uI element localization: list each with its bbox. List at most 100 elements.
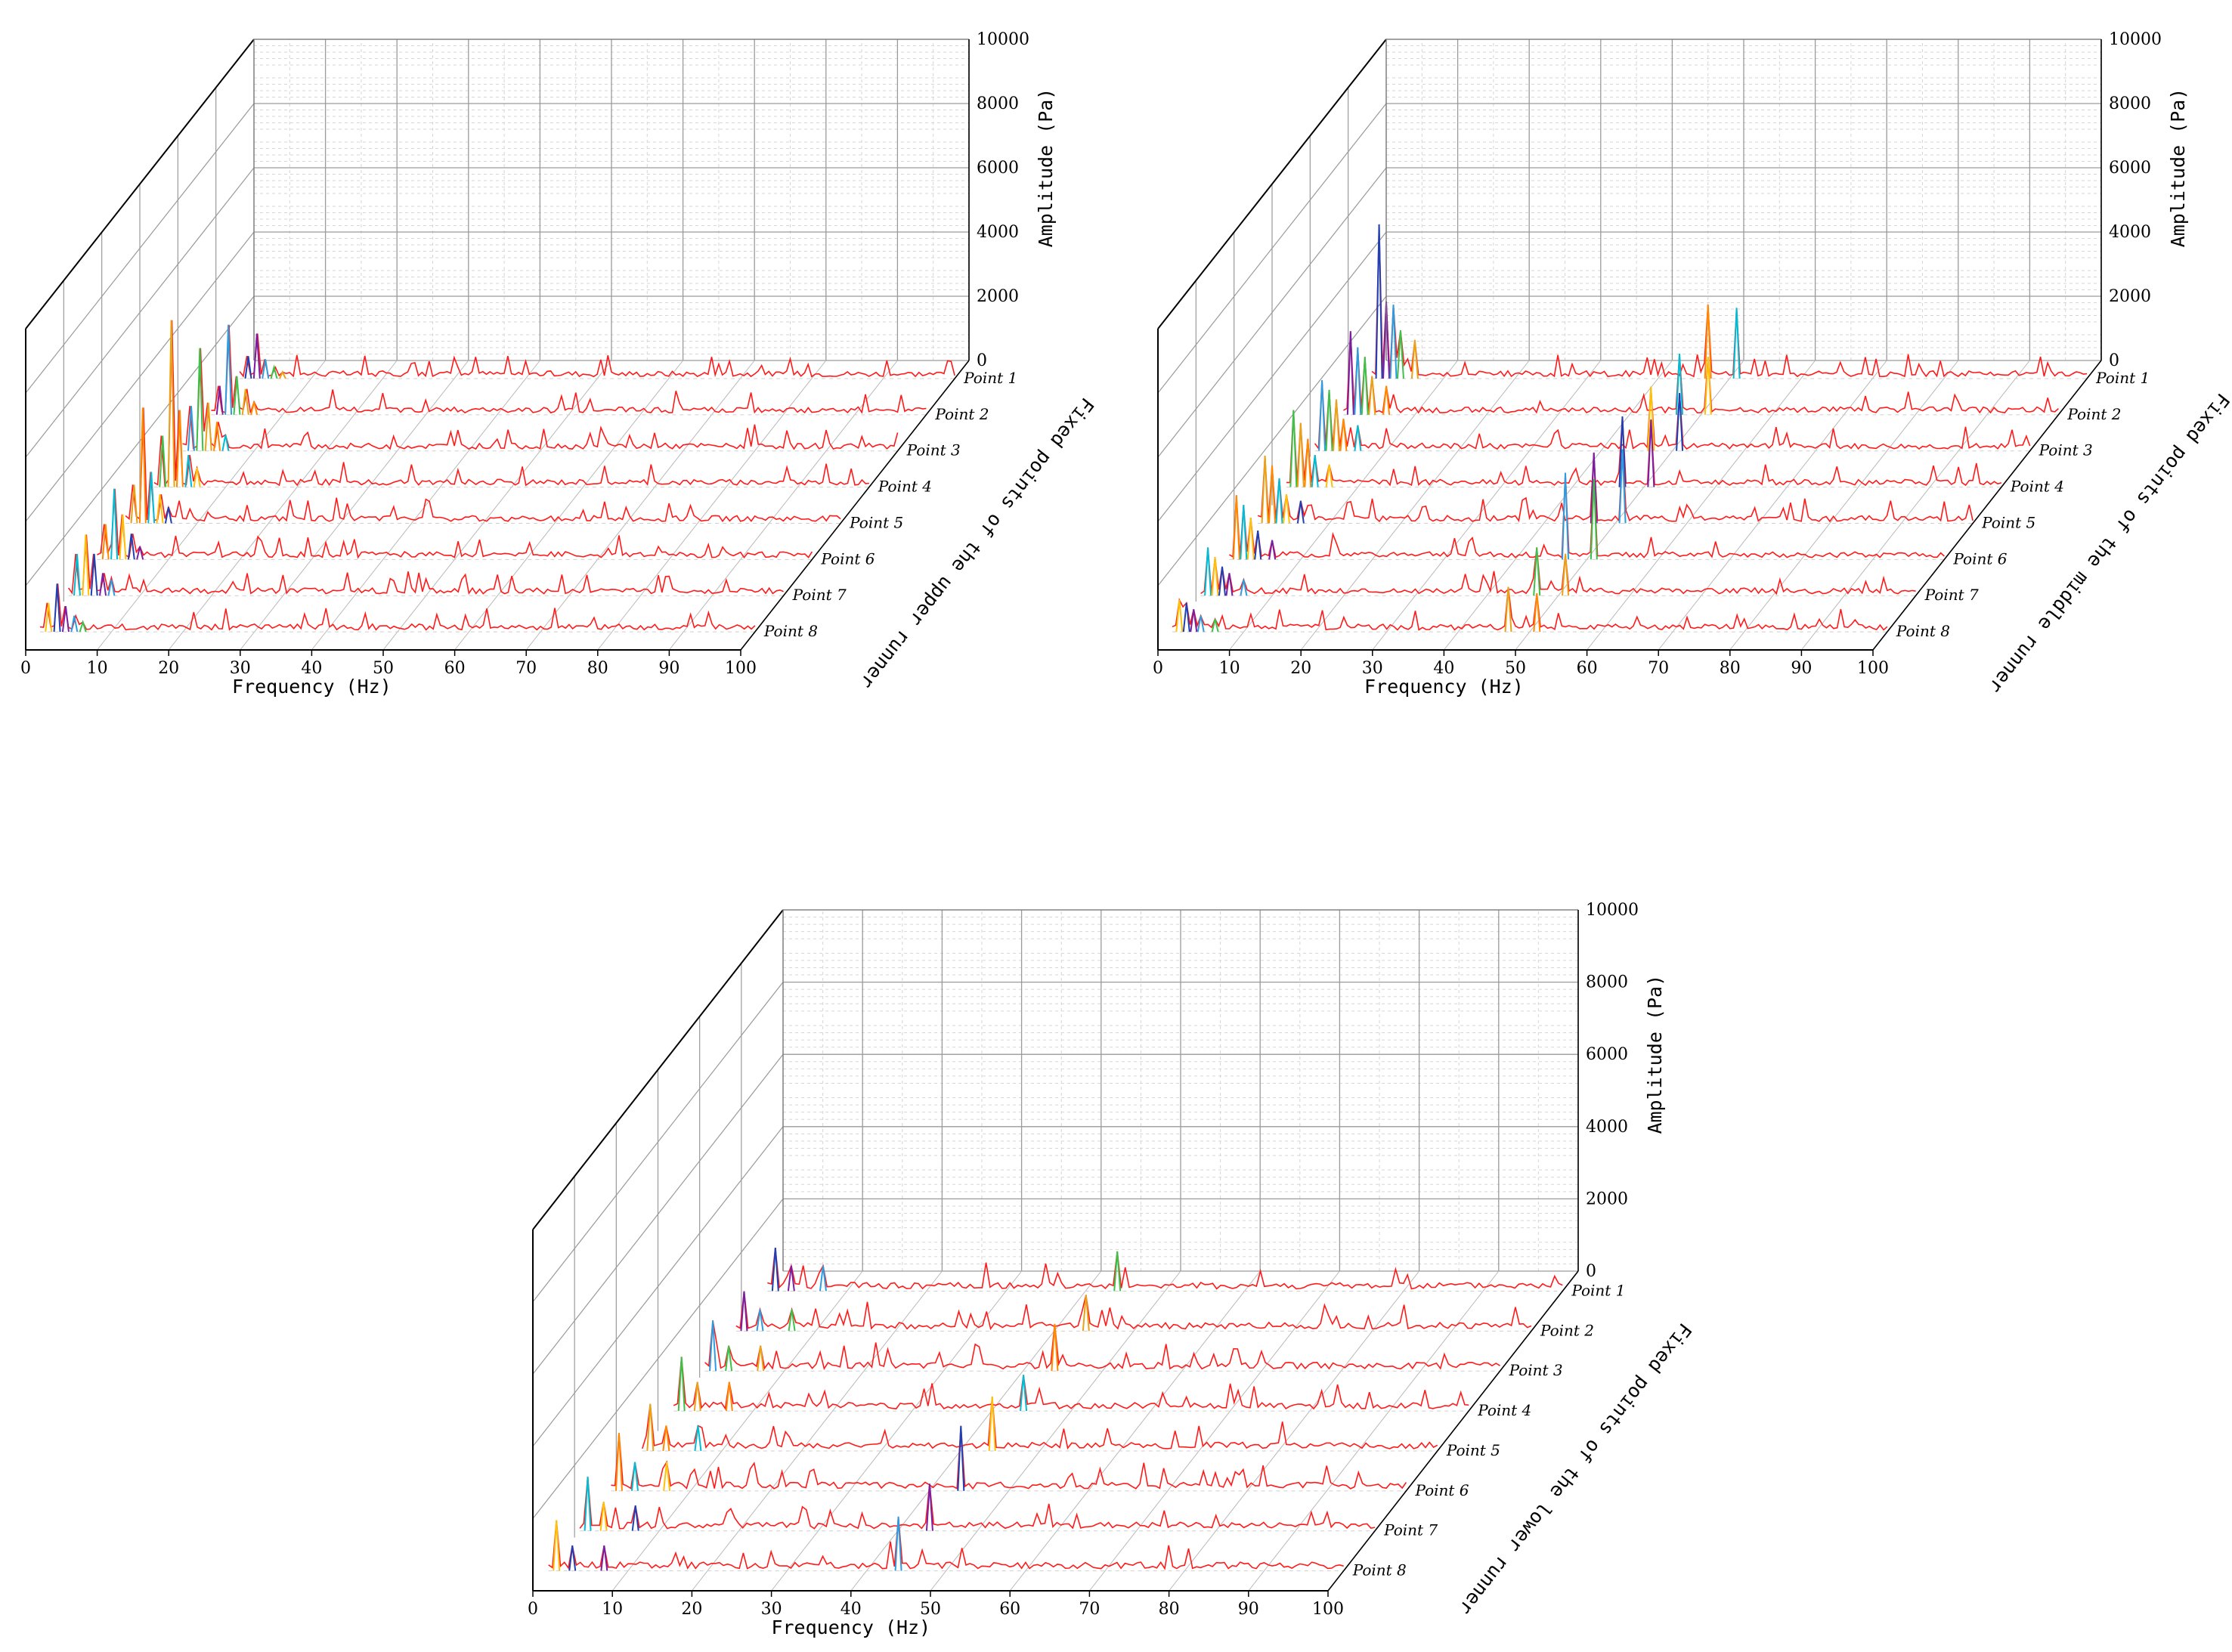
- depth-axis-title: Fixed points of the middle runner: [1985, 389, 2232, 698]
- spectrum-line-point-8: [548, 1516, 1344, 1570]
- spectral-peak: [1211, 618, 1219, 633]
- top-left-edge: [532, 909, 784, 1230]
- spectrum-line-point-5: [125, 407, 841, 523]
- spectral-peak: [631, 1462, 639, 1491]
- spectral-peak: [1561, 472, 1569, 560]
- x-tick-label: 50: [1505, 659, 1526, 678]
- spectral-peak: [1676, 393, 1684, 451]
- spectral-peak: [164, 507, 172, 524]
- spectral-peak: [600, 1545, 608, 1571]
- x-tick-label: 70: [515, 659, 537, 678]
- spectral-peak: [1618, 449, 1627, 524]
- spectral-peak: [244, 356, 252, 379]
- point-label: Point 2: [1540, 1321, 1594, 1339]
- floor-gridline: [168, 360, 398, 651]
- spectral-peak: [1240, 505, 1248, 560]
- point-label: Point 5: [1446, 1441, 1500, 1459]
- side-gridline: [532, 1126, 784, 1447]
- spectral-peak: [1275, 478, 1283, 524]
- depth-axis-title: Fixed points of the lower runner: [1454, 1319, 1696, 1619]
- spectral-peak: [1704, 305, 1712, 379]
- spectral-peak: [1354, 347, 1362, 415]
- spectral-peak: [1590, 452, 1598, 524]
- floor-gridline: [1729, 360, 1959, 651]
- spectral-peak: [894, 1516, 902, 1571]
- spectrum-line-point-4: [1286, 410, 2002, 487]
- floor-gridline: [1229, 360, 1458, 651]
- spectral-peak: [1368, 376, 1376, 415]
- z-axis-title: Amplitude (Pa): [1644, 975, 1666, 1134]
- point-label: Point 5: [1981, 513, 2035, 531]
- z-tick-label: 8000: [1586, 973, 1628, 992]
- x-tick-label: 40: [1433, 659, 1454, 678]
- floor-gridline: [1009, 1270, 1261, 1592]
- spectral-peak: [73, 553, 81, 596]
- middle-runner-chart: 0 10 20 30 40 50 60 70 80 90 100 0 2000 4000 6000 8000 1…: [1153, 30, 2232, 698]
- axis-box: [25, 39, 970, 656]
- floor-grid: [1172, 360, 2102, 651]
- x-tick-label: 70: [1648, 659, 1669, 678]
- spectral-peak: [130, 484, 138, 524]
- spectral-peak: [1175, 599, 1184, 633]
- spectral-peak: [693, 1381, 701, 1412]
- spectral-peak: [988, 1397, 996, 1451]
- depth-axis-line: [1327, 1270, 1579, 1592]
- spectral-peak: [1396, 330, 1404, 379]
- point-label: Point 6: [1414, 1481, 1469, 1499]
- side-gridline: [1157, 167, 1387, 458]
- spectrum-line-point-8: [1172, 586, 1888, 631]
- spectral-peak: [184, 455, 193, 487]
- spectral-peak: [568, 1545, 577, 1571]
- spectral-peak: [147, 472, 156, 524]
- z-tick-label: 4000: [1586, 1118, 1628, 1137]
- spectral-peak: [187, 406, 195, 451]
- spectral-peak: [819, 1265, 827, 1292]
- spectral-peak: [1268, 540, 1277, 560]
- x-tick-label: 80: [1159, 1600, 1180, 1619]
- spectral-peak: [1082, 1295, 1090, 1332]
- x-tick-label: 40: [840, 1600, 862, 1619]
- spectral-peak: [1218, 566, 1226, 596]
- spectral-peak: [101, 524, 110, 560]
- spectral-peak: [79, 619, 87, 633]
- spectral-peak: [740, 1291, 748, 1332]
- spectral-peak: [1282, 494, 1290, 524]
- spectral-peak: [1289, 410, 1298, 487]
- floor-gridline: [692, 1270, 943, 1592]
- spectral-peak: [1296, 500, 1305, 524]
- spectral-peak: [213, 422, 221, 451]
- spectral-peak: [756, 1309, 764, 1332]
- spectrum-line-point-8: [39, 583, 756, 631]
- spectral-peak: [662, 1425, 670, 1452]
- spectrum-line-point-3: [1314, 380, 2031, 450]
- spectral-peak: [252, 333, 261, 379]
- spectral-peak: [110, 488, 119, 560]
- depth-axis-line: [1872, 360, 2102, 651]
- spectral-peak: [215, 385, 224, 415]
- depth-axis-title: Fixed points of the upper runner: [856, 394, 1098, 693]
- floor-gridline: [1587, 360, 1816, 651]
- x-tick-label: 10: [87, 659, 108, 678]
- side-gridline: [25, 295, 255, 586]
- floor-gridline: [454, 360, 683, 651]
- spectral-peak: [1196, 615, 1205, 633]
- spectrum-line-point-1: [1371, 224, 2088, 378]
- spectral-peak: [1410, 339, 1419, 379]
- spectrum-line-point-1: [767, 1248, 1563, 1290]
- spectral-peak: [61, 605, 70, 633]
- spectral-peak: [1246, 518, 1255, 560]
- spectrum-line-point-7: [1200, 547, 1916, 596]
- spectral-peak: [599, 1502, 608, 1531]
- spectral-peak: [663, 1462, 671, 1491]
- spectral-peak: [1261, 456, 1269, 524]
- spectral-peak: [1318, 380, 1327, 451]
- floor-gridline: [1658, 360, 1887, 651]
- spectral-peak: [1268, 465, 1277, 524]
- spectra: [548, 1248, 1563, 1571]
- point-label: Point 7: [1924, 586, 1979, 604]
- spectrum-line-point-4: [153, 320, 869, 487]
- z-tick-label: 2000: [1586, 1190, 1628, 1208]
- spectral-peak: [1382, 385, 1391, 415]
- x-tick-label: 90: [1238, 1600, 1259, 1619]
